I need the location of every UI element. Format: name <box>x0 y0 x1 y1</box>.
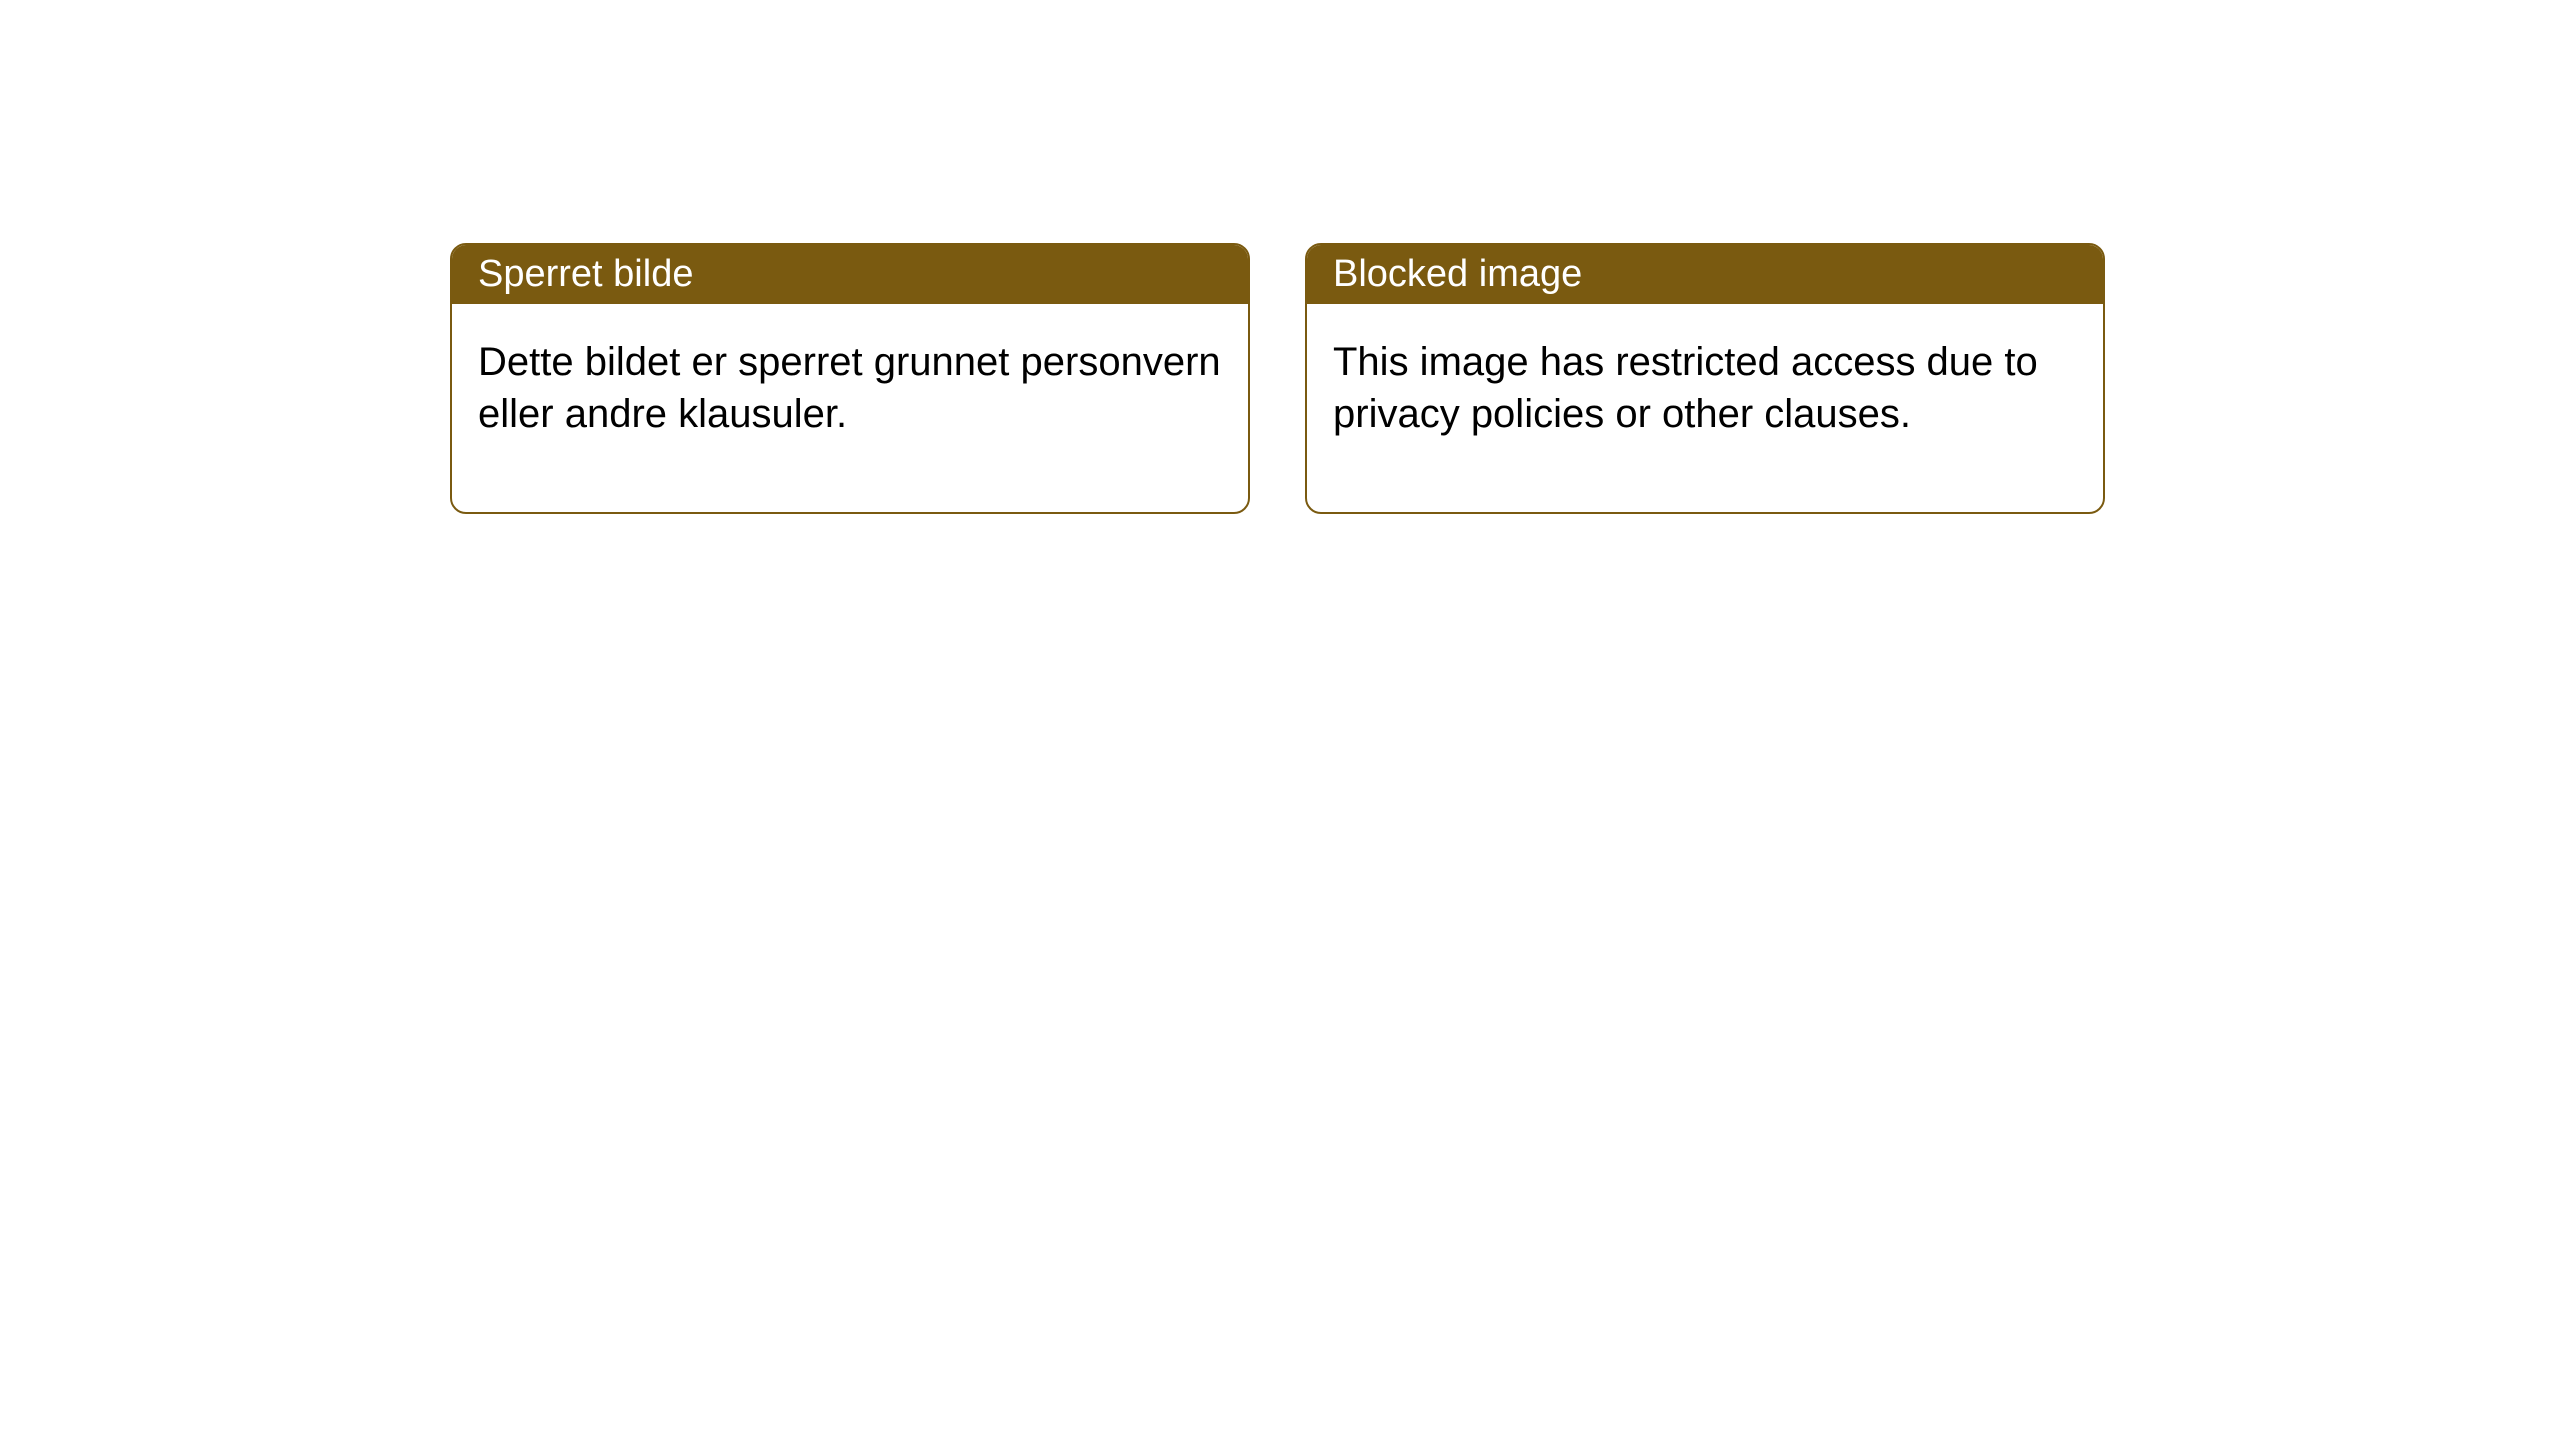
notice-cards-container: Sperret bilde Dette bildet er sperret gr… <box>450 243 2105 514</box>
notice-body-norwegian: Dette bildet er sperret grunnet personve… <box>452 304 1248 512</box>
notice-header-english: Blocked image <box>1307 245 2103 304</box>
notice-header-norwegian: Sperret bilde <box>452 245 1248 304</box>
notice-body-english: This image has restricted access due to … <box>1307 304 2103 512</box>
notice-card-norwegian: Sperret bilde Dette bildet er sperret gr… <box>450 243 1250 514</box>
notice-card-english: Blocked image This image has restricted … <box>1305 243 2105 514</box>
